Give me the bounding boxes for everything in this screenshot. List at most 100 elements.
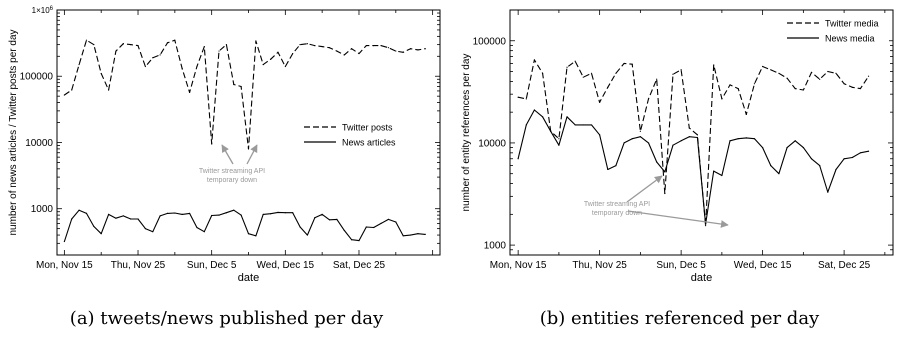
data-point xyxy=(737,138,739,140)
data-point xyxy=(269,58,272,60)
data-point xyxy=(78,63,80,66)
annotation-text: temporary down xyxy=(592,210,642,217)
data-point xyxy=(269,213,272,215)
data-point xyxy=(607,86,609,88)
data-point xyxy=(122,43,124,45)
data-point xyxy=(688,127,690,129)
data-point xyxy=(631,138,633,140)
data-point xyxy=(174,39,176,41)
data-point xyxy=(517,96,519,98)
data-point xyxy=(137,218,139,220)
chart-a: 1000 10000 100000 1×106 Mon, Nov 15 Thu, Nov … xyxy=(8,6,441,284)
data-point xyxy=(373,45,375,47)
data-point xyxy=(152,231,154,233)
series-line-news-media xyxy=(517,109,869,225)
data-point xyxy=(574,124,576,126)
legend-label: News media xyxy=(825,34,875,44)
data-point xyxy=(672,73,674,75)
data-point xyxy=(582,76,584,78)
chart-b: 1000 10000 100000 Mon, Nov 15 Thu, Nov 25 Sun… xyxy=(461,9,894,284)
data-point xyxy=(566,66,568,68)
data-point xyxy=(680,140,682,142)
data-point xyxy=(247,148,250,150)
data-point xyxy=(130,44,132,46)
data-point xyxy=(819,164,821,167)
data-point xyxy=(639,136,641,138)
data-point xyxy=(137,45,139,47)
data-point xyxy=(63,94,65,96)
data-point xyxy=(664,171,666,173)
data-point xyxy=(729,84,731,86)
data-point xyxy=(647,98,650,100)
data-point xyxy=(574,60,576,62)
x-tick-label: Sat, Dec 25 xyxy=(333,260,386,271)
y-tick-label: 1000 xyxy=(31,204,54,215)
data-point xyxy=(794,140,796,142)
data-point xyxy=(343,229,345,232)
data-point xyxy=(71,89,73,91)
data-point xyxy=(867,150,870,152)
data-point xyxy=(525,98,527,100)
data-point xyxy=(262,63,264,66)
data-point xyxy=(827,191,829,193)
legend-label: Twitter posts xyxy=(342,123,393,133)
data-point xyxy=(188,212,191,214)
data-point xyxy=(277,211,279,213)
data-point xyxy=(218,50,220,52)
data-point xyxy=(517,158,519,160)
data-point xyxy=(181,213,183,216)
data-point xyxy=(417,49,419,51)
annotation-arrow xyxy=(246,144,258,165)
data-point xyxy=(729,140,731,142)
data-point xyxy=(599,134,601,136)
y-tick-label: 10000 xyxy=(25,138,53,149)
y-axis-label: number of entity references per day xyxy=(461,54,472,212)
x-tick-label: Thu, Nov 25 xyxy=(111,260,166,271)
data-point xyxy=(255,235,257,237)
data-point xyxy=(299,44,301,46)
data-point xyxy=(211,143,213,145)
data-point xyxy=(380,45,382,47)
series-line-news-articles xyxy=(63,209,426,242)
y-tick-label: 100000 xyxy=(473,36,507,47)
data-point xyxy=(590,124,593,126)
data-point xyxy=(365,226,367,228)
annotation-text: temporary down xyxy=(207,177,257,184)
data-point xyxy=(93,225,95,228)
data-point xyxy=(402,235,404,237)
data-point xyxy=(181,68,183,70)
data-point xyxy=(122,215,124,217)
data-point xyxy=(745,113,747,116)
legend-label: Twitter media xyxy=(825,19,879,29)
data-point xyxy=(240,85,242,88)
data-point xyxy=(93,44,95,46)
data-point xyxy=(71,218,73,220)
data-point xyxy=(100,233,102,235)
data-point xyxy=(85,212,88,214)
data-point xyxy=(753,83,756,85)
annotation-arrow xyxy=(221,144,234,165)
data-point xyxy=(115,50,117,52)
data-point xyxy=(745,137,747,139)
data-point xyxy=(85,39,88,41)
data-point xyxy=(631,63,633,65)
data-point xyxy=(262,213,264,216)
data-point xyxy=(159,215,161,217)
data-point xyxy=(558,138,560,140)
data-point xyxy=(395,221,397,223)
data-point xyxy=(819,78,821,80)
data-point xyxy=(107,213,110,216)
y-axis-label: number of news articles / Twitter posts … xyxy=(8,29,19,235)
data-point xyxy=(233,83,235,86)
annotation-text: Twitter streaming API xyxy=(584,201,650,208)
data-point xyxy=(737,88,739,90)
data-point xyxy=(321,213,323,216)
data-point xyxy=(358,239,360,242)
data-point xyxy=(835,168,837,171)
data-point xyxy=(343,54,345,56)
x-axis-label: date xyxy=(691,272,712,284)
annotation-arrow xyxy=(627,210,729,228)
data-point xyxy=(255,40,257,42)
data-point xyxy=(225,44,228,46)
data-point xyxy=(835,72,837,74)
